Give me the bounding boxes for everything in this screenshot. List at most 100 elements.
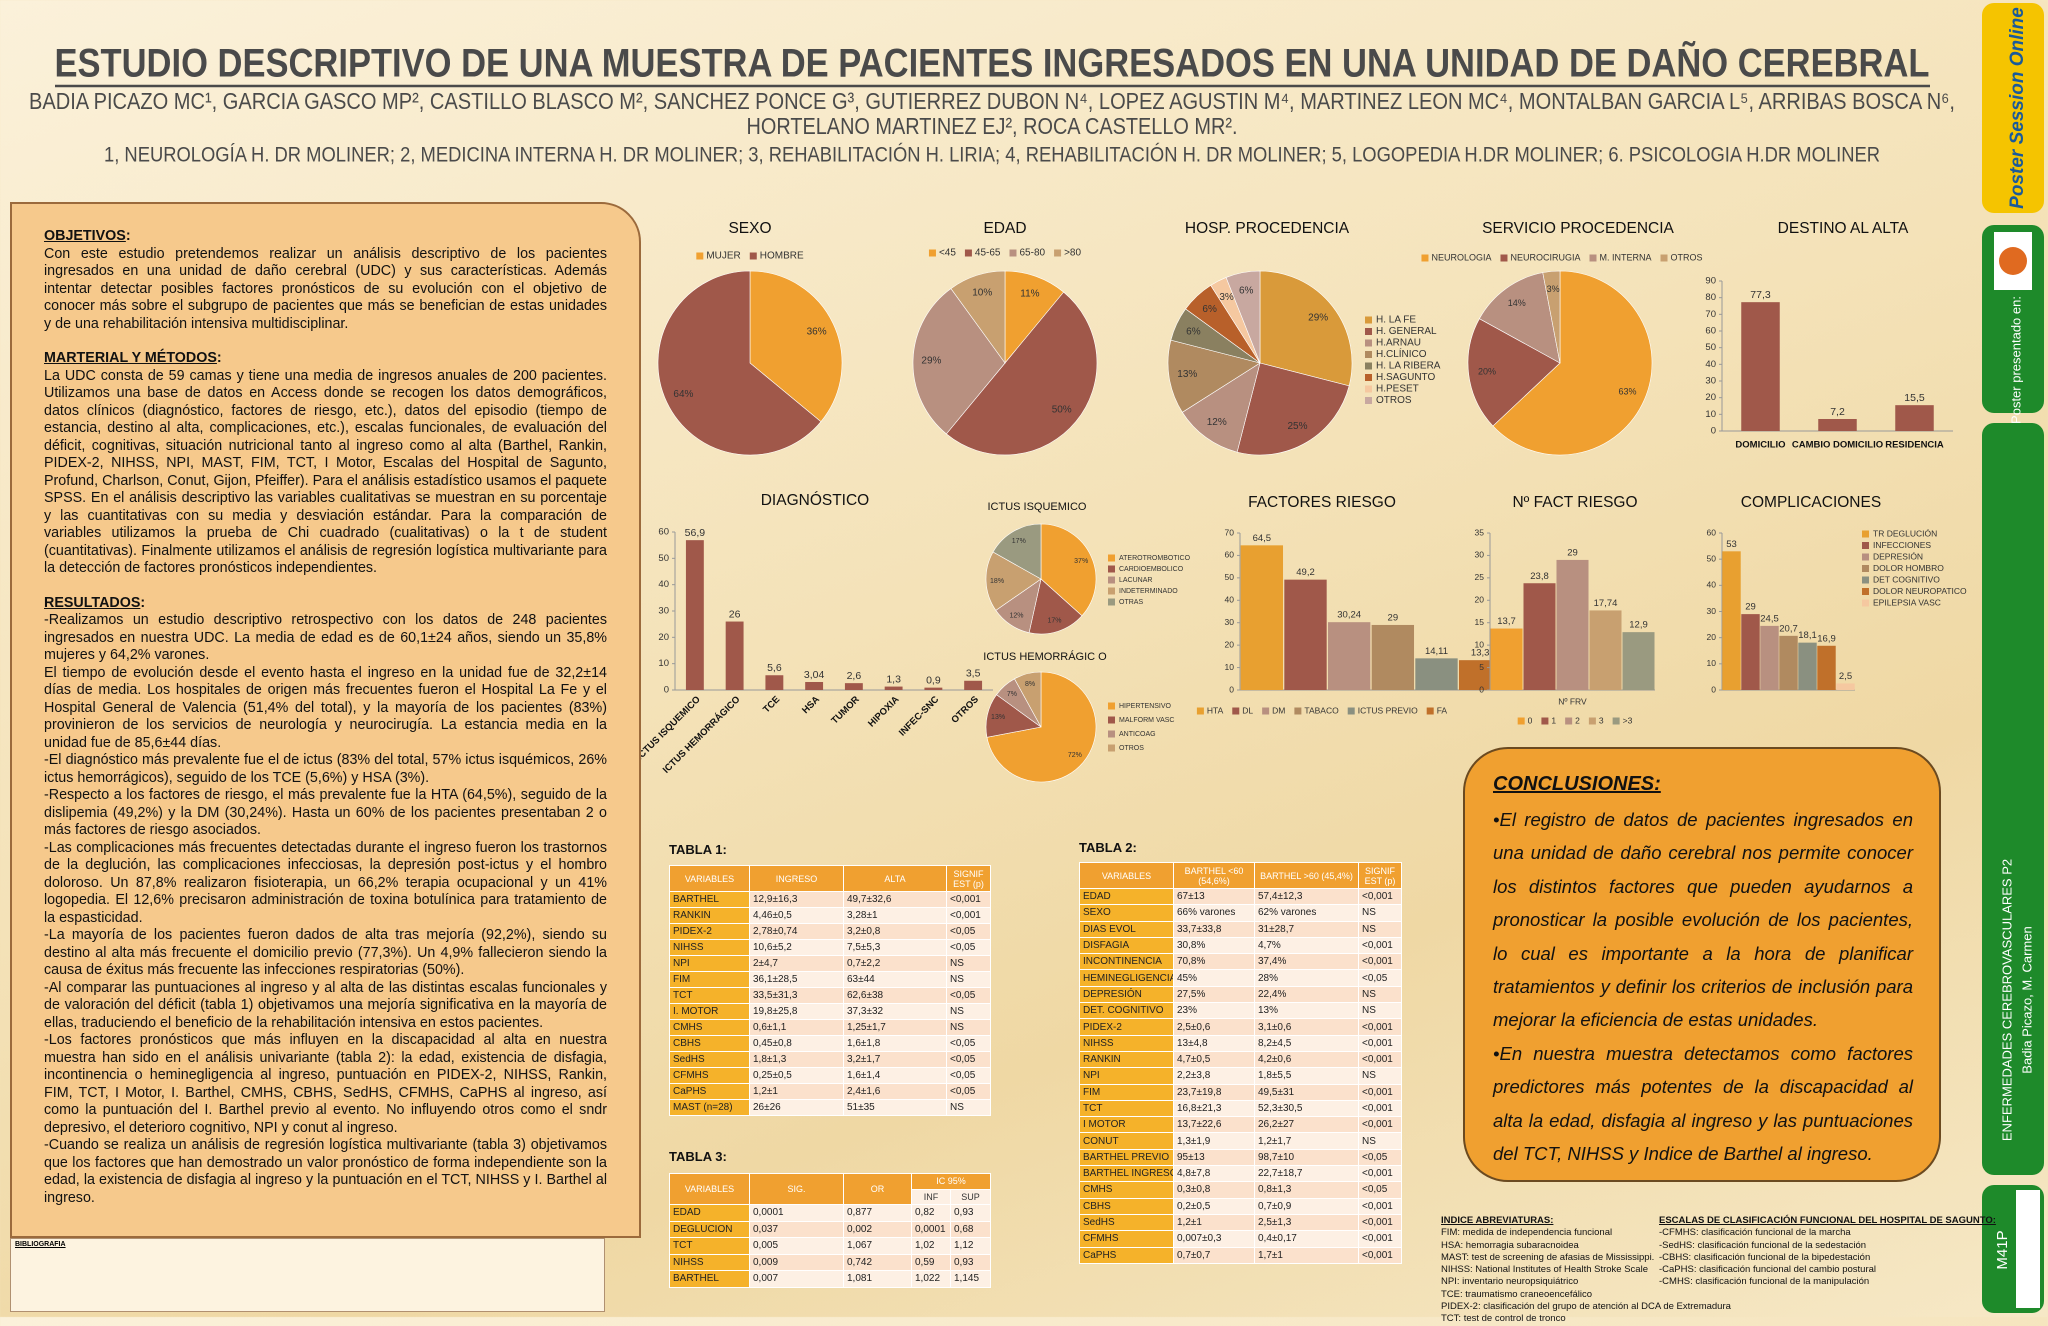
table-cell: 1,067 [843, 1237, 912, 1255]
bar-value-label: 20,7 [1779, 623, 1798, 634]
legend-label: HOMBRE [760, 251, 804, 262]
y-tick-label: 90 [1705, 276, 1716, 287]
legend-label: H. LA RIBERA [1376, 361, 1441, 372]
table-cell: <0,001 [1358, 1230, 1402, 1248]
table-row: NPI 2,2±3,8 1,8±5,5 NS [1079, 1067, 1402, 1085]
table-cell: <0,05 [946, 1051, 991, 1068]
x-tick-label: DOMICILIO [1735, 440, 1785, 451]
table-cell: SedHS [1079, 1213, 1174, 1232]
table-row: TCT 0,005 1,067 1,02 1,12 [669, 1237, 992, 1255]
table-cell: I MOTOR [1079, 1116, 1174, 1134]
table-row: BARTHEL 12,9±16,3 49,7±32,6 <0,001 [669, 891, 991, 908]
legend-label: OTROS [1671, 252, 1703, 262]
pie-slice [1014, 671, 1042, 728]
bibliography-title: BIBLIOGRAFIA [15, 1241, 66, 1248]
table-header-cell: BARTHEL >60 (45,4%) [1254, 862, 1359, 889]
bar-value-label: 77,3 [1750, 289, 1771, 301]
sidebar-session: ENFERMEDADES CEREBROVASCULARES P2 [1999, 859, 2014, 1141]
table-row: RANKIN 4,46±0,5 3,28±1 <0,001 [669, 907, 991, 924]
table-cell: TCT [669, 987, 750, 1004]
table-cell: 4,7±0,5 [1173, 1050, 1255, 1069]
table-cell: 63±44 [843, 971, 947, 988]
table-cell: 30,8% [1173, 936, 1255, 955]
conclusion-text: •En nuestra muestra detectamos como fact… [1493, 1042, 1913, 1165]
affiliations: 1, NEUROLOGÍA H. DR MOLINER; 2, MEDICINA… [104, 144, 1880, 167]
table-cell: 2,5±1,3 [1254, 1213, 1359, 1232]
table-row: TCT 33,5±31,3 62,6±38 <0,05 [669, 987, 991, 1004]
slice-label: 14% [1508, 298, 1526, 308]
legend-swatch [1196, 707, 1204, 715]
bar [924, 687, 943, 690]
table-cell: <0,001 [946, 907, 991, 924]
legend-label: MUJER [706, 251, 740, 262]
table-cell: 67±13 [1173, 887, 1255, 906]
table-cell: 0,4±0,17 [1254, 1230, 1359, 1248]
table-cell: <0,05 [1358, 1148, 1402, 1167]
legend-label: INDETERMINADO [1119, 588, 1178, 595]
table-cell: 2±4,7 [749, 955, 844, 972]
table-cell: 1,8±1,3 [749, 1051, 844, 1068]
y-tick-label: 10 [1225, 662, 1235, 672]
legend-swatch [1862, 530, 1869, 538]
bar-value-label: 24,5 [1760, 613, 1779, 624]
legend-swatch [1294, 707, 1302, 715]
table-cell: 1,2±1,7 [1254, 1132, 1359, 1150]
legend-swatch [1347, 707, 1355, 715]
table-cell: 33,5±31,3 [749, 987, 844, 1004]
section: RESULTADOS-Realizamos un estudio descrip… [44, 595, 607, 1208]
table-cell: 16,8±21,3 [1173, 1099, 1255, 1118]
table-cell: 36,1±28,5 [749, 971, 844, 988]
slice-label: 6% [1239, 285, 1254, 296]
pie-slice [1167, 339, 1261, 413]
table-cell: 22,4% [1254, 985, 1359, 1004]
table-cell: 7,5±5,3 [843, 939, 947, 956]
y-tick-label: 20 [1707, 632, 1717, 642]
legend-swatch [1421, 254, 1429, 262]
table-cell: 23% [1173, 1002, 1255, 1020]
slice-label: 17% [1047, 618, 1061, 625]
table-row: DET. COGNITIVO 23% 13% NS [1079, 1002, 1402, 1020]
legend-swatch [1365, 351, 1372, 358]
chart-title: FACTORES RIESGO [1248, 494, 1396, 511]
table-cell: 0,68 [949, 1220, 992, 1238]
table-cell: 0,037 [749, 1220, 844, 1238]
legend-label: DOLOR HOMBRO [1873, 563, 1944, 573]
x-axis-label: Nº FRV [1558, 696, 1587, 706]
legend-swatch [749, 252, 757, 260]
table-cell: 1,2±1 [749, 1083, 844, 1100]
conclusions: CONCLUSIONES: •El registro de datos de p… [1463, 747, 1941, 1182]
table-cell: <0,05 [946, 939, 991, 956]
slice-label: 25% [1287, 421, 1307, 432]
bar-value-label: 16,9 [1817, 633, 1836, 644]
y-tick-label: 10 [1707, 658, 1717, 668]
conclusions-heading: CONCLUSIONES: [1493, 773, 1661, 795]
legend-swatch [1862, 542, 1869, 549]
legend-label: DET COGNITIVO [1873, 574, 1940, 584]
table-cell: 19,8±25,8 [749, 1003, 844, 1020]
slice-label: 63% [1619, 387, 1637, 397]
table-cell: NS [1358, 1132, 1402, 1150]
pie-slice [1236, 362, 1350, 456]
bar-value-label: 7,2 [1830, 406, 1845, 418]
y-tick-label: 0 [1711, 684, 1716, 694]
table-cell: RANKIN [669, 907, 750, 924]
table-cell: 12,9±16,3 [749, 891, 844, 908]
table-cell: <0,05 [1358, 1181, 1402, 1199]
section-heading: OBJETIVOS [44, 228, 607, 246]
y-tick-label: 20 [1225, 639, 1235, 649]
table-cell: 1,081 [843, 1270, 912, 1288]
bar-value-label: 49,2 [1296, 567, 1315, 578]
table-cell: NIHSS [669, 939, 750, 956]
bar [1622, 632, 1655, 690]
sidebar-brand: Poster Session Online [2007, 7, 2028, 209]
bar-value-label: 17,74 [1594, 598, 1618, 609]
table-cell: <0,001 [1358, 1165, 1402, 1183]
pie-slice [1259, 270, 1353, 387]
sidebar-author: Badia Picazo, M. Carmen [2019, 926, 2034, 1073]
table-cell: NS [1358, 1067, 1402, 1085]
table-title: TABLA 3: [669, 1149, 727, 1164]
legend-label: 2 [1575, 715, 1580, 725]
table-cell: <0,001 [1358, 1083, 1402, 1101]
slice-label: 64% [673, 389, 693, 400]
legend-label: FA [1437, 705, 1448, 715]
